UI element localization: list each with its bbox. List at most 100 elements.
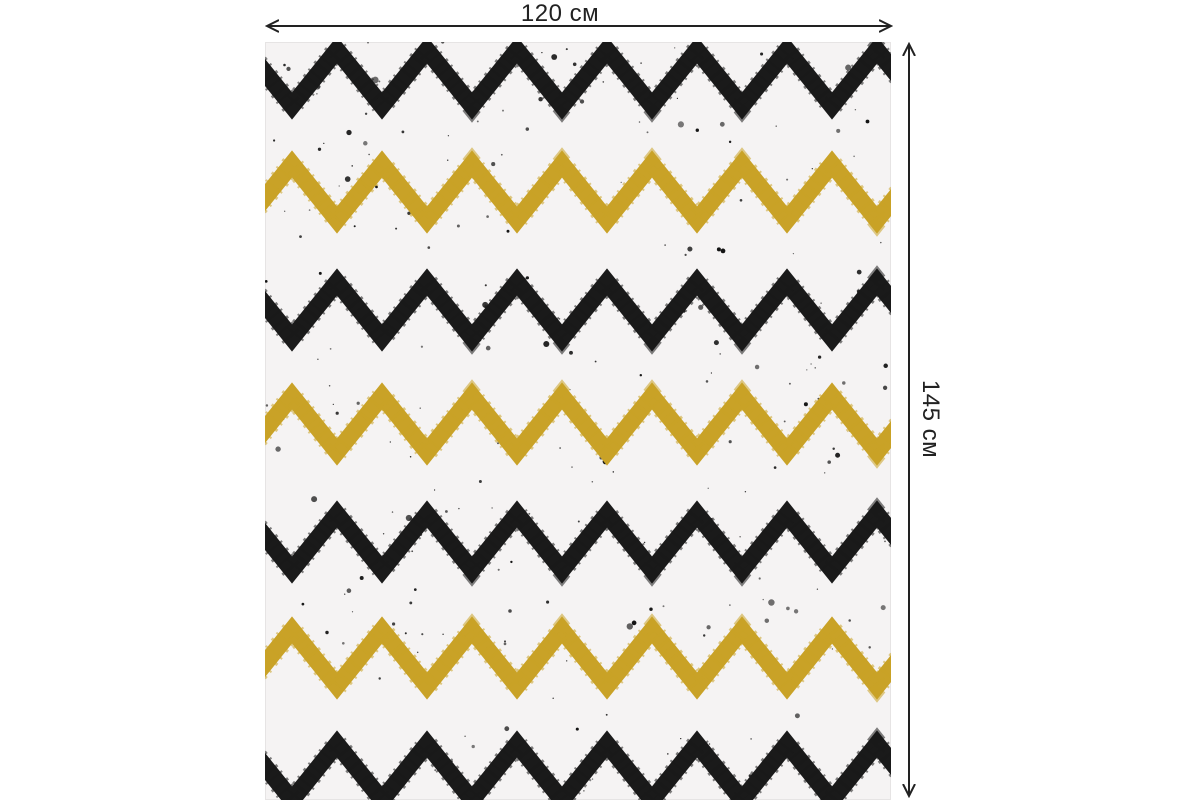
speckle bbox=[409, 455, 412, 458]
speckle bbox=[283, 63, 286, 67]
speckle bbox=[442, 633, 444, 635]
speckle bbox=[346, 129, 352, 136]
speckle bbox=[706, 625, 711, 630]
speckle bbox=[880, 241, 882, 244]
speckle bbox=[265, 404, 269, 407]
speckle bbox=[646, 131, 649, 134]
speckle bbox=[775, 125, 777, 127]
speckle bbox=[571, 466, 573, 468]
speckle bbox=[378, 677, 381, 680]
speckle bbox=[273, 139, 276, 142]
speckle bbox=[445, 510, 448, 513]
speckle bbox=[317, 358, 319, 360]
speckle bbox=[510, 560, 513, 564]
speckle bbox=[359, 576, 364, 580]
speckle bbox=[308, 209, 311, 211]
speckle bbox=[794, 713, 800, 719]
speckle bbox=[382, 533, 385, 535]
speckle bbox=[820, 302, 822, 304]
speckle bbox=[591, 480, 594, 483]
speckle bbox=[677, 121, 684, 128]
speckle bbox=[401, 130, 405, 134]
speckle bbox=[854, 109, 857, 111]
speckle bbox=[620, 181, 622, 184]
speckle bbox=[803, 402, 808, 407]
speckle bbox=[434, 769, 437, 771]
speckle bbox=[351, 165, 353, 167]
speckle bbox=[793, 609, 799, 614]
speckle bbox=[356, 290, 358, 293]
speckle bbox=[698, 304, 704, 310]
speckle bbox=[583, 790, 585, 792]
speckle bbox=[762, 598, 764, 601]
speckle bbox=[500, 153, 503, 156]
speckle bbox=[687, 246, 693, 252]
speckle bbox=[719, 353, 722, 355]
speckle bbox=[491, 162, 496, 167]
speckle bbox=[538, 96, 543, 102]
speckle bbox=[485, 345, 491, 351]
speckle bbox=[882, 385, 888, 390]
speckle bbox=[344, 176, 351, 182]
speckle bbox=[503, 640, 507, 643]
speckle bbox=[577, 520, 580, 523]
speckle bbox=[868, 646, 871, 649]
speckle bbox=[814, 367, 816, 369]
speckle bbox=[478, 480, 482, 483]
speckle bbox=[502, 109, 504, 112]
speckle bbox=[286, 66, 291, 72]
speckle bbox=[764, 618, 770, 623]
speckle bbox=[566, 660, 568, 662]
speckle bbox=[786, 606, 790, 611]
speckle bbox=[806, 369, 808, 371]
speckle bbox=[318, 271, 322, 275]
speckle bbox=[329, 348, 332, 350]
speckle bbox=[525, 127, 530, 131]
speckle bbox=[275, 446, 281, 452]
speckle bbox=[338, 185, 340, 187]
speckle bbox=[572, 62, 577, 67]
speckle bbox=[353, 225, 356, 228]
speckle bbox=[638, 121, 641, 123]
speckle bbox=[703, 634, 706, 637]
speckle bbox=[497, 568, 500, 571]
speckle bbox=[883, 363, 888, 369]
speckle bbox=[719, 121, 725, 127]
speckle bbox=[404, 632, 407, 635]
speckle bbox=[783, 420, 786, 423]
speckle bbox=[392, 622, 396, 626]
speckle bbox=[662, 605, 665, 608]
speckle bbox=[788, 382, 791, 385]
speckle bbox=[311, 496, 318, 503]
speckle bbox=[371, 76, 379, 84]
speckle bbox=[503, 642, 507, 646]
black-chevron-brush-edge bbox=[265, 42, 891, 123]
speckle bbox=[508, 609, 512, 613]
speckle bbox=[856, 269, 862, 275]
speckle bbox=[541, 51, 543, 54]
black-chevron-brush-edge bbox=[265, 727, 891, 800]
speckle bbox=[284, 210, 286, 212]
speckle bbox=[853, 155, 855, 158]
speckle bbox=[695, 128, 699, 132]
speckle bbox=[441, 42, 445, 44]
speckle bbox=[865, 119, 870, 124]
speckle bbox=[569, 350, 573, 355]
gold-chevron-brush-edge bbox=[265, 147, 891, 237]
speckle bbox=[816, 588, 819, 590]
gold-chevron-brush-edge bbox=[265, 379, 891, 469]
speckle bbox=[758, 577, 761, 580]
speckle bbox=[631, 620, 637, 626]
speckle bbox=[729, 604, 731, 606]
speckle bbox=[705, 380, 709, 383]
speckle bbox=[504, 726, 510, 732]
speckle bbox=[476, 120, 479, 123]
speckle bbox=[464, 735, 466, 737]
speckle bbox=[458, 507, 460, 510]
speckle bbox=[676, 97, 679, 100]
speckle bbox=[565, 48, 568, 51]
speckle bbox=[640, 62, 642, 64]
speckle bbox=[739, 198, 743, 202]
